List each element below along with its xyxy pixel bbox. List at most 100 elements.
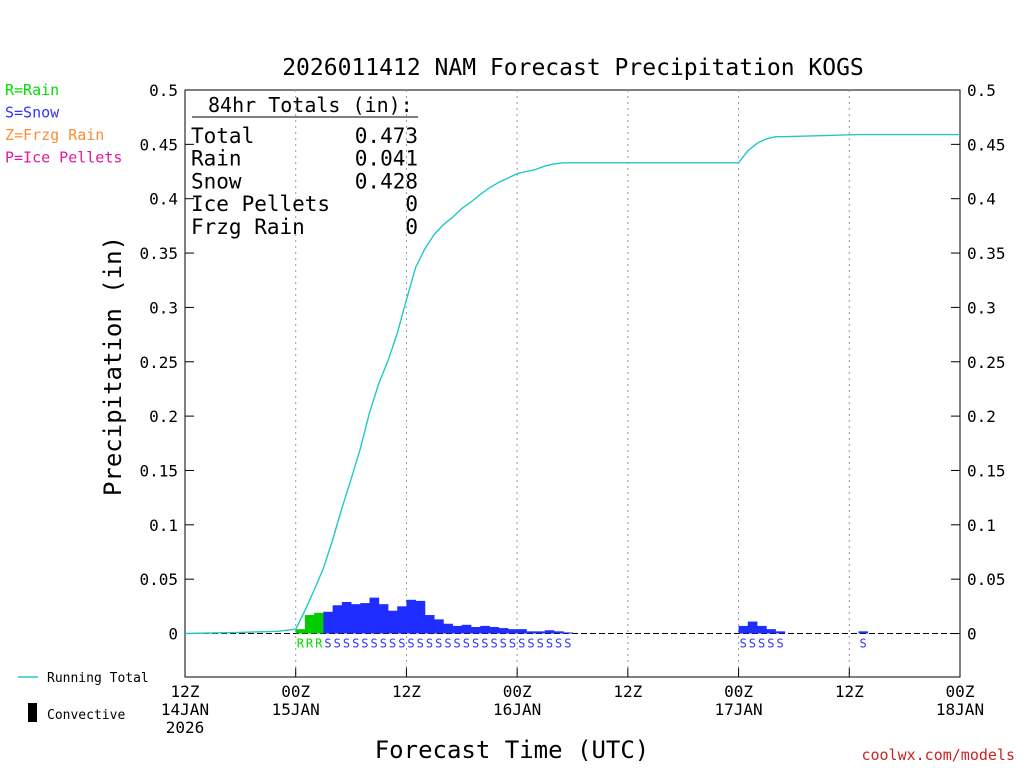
- bar-hour-38: [535, 631, 546, 634]
- bottom-legend: Running Total Convective: [18, 671, 149, 723]
- totals-label: Rain: [191, 147, 242, 171]
- bar-hour-63: [766, 629, 776, 634]
- y-axis-ticks: 0 00.05 0.050.1 0.10.15 0.150.2 0.20.25 0.250.…: [139, 81, 1005, 644]
- bar-hour-35: [507, 629, 518, 634]
- y-tick-label-right: 0: [967, 625, 977, 644]
- convective-legend-label: Convective: [47, 708, 125, 723]
- bar-hour-21: [378, 604, 389, 634]
- type-letter-hour-21: S: [380, 637, 387, 651]
- x-tick-label: 15JAN: [272, 700, 320, 719]
- y-tick-label-right: 0.5: [967, 81, 996, 100]
- type-letter-hour-12: R: [297, 637, 305, 651]
- type-letter-hour-16: S: [334, 637, 341, 651]
- y-tick-label-left: 0.4: [149, 190, 178, 209]
- bar-hour-24: [406, 599, 417, 634]
- totals-label: Ice Pellets: [191, 192, 330, 216]
- x-tick-label: 14JAN: [161, 700, 209, 719]
- type-letter-hour-24: S: [407, 637, 414, 651]
- type-letter-hour-13: R: [306, 637, 314, 651]
- type-letter-hour-40: S: [555, 637, 562, 651]
- y-tick-label-left: 0.15: [139, 461, 178, 480]
- x-tick-label: 00Z: [503, 682, 532, 701]
- totals-value: 0: [405, 215, 418, 239]
- totals-label: Snow: [191, 169, 242, 193]
- type-letter-hour-14: R: [315, 637, 323, 651]
- x-axis-title: Forecast Time (UTC): [375, 736, 650, 764]
- legend-entry-z: Z=Frzg Rain: [5, 126, 104, 144]
- y-tick-label-left: 0.5: [149, 81, 178, 100]
- type-letter-hour-30: S: [463, 637, 470, 651]
- type-letter-hour-63: S: [767, 637, 774, 651]
- x-tick-label: 2026: [166, 718, 205, 737]
- x-tick-label: 17JAN: [714, 700, 762, 719]
- totals-header: 84hr Totals (in):: [208, 93, 413, 117]
- y-tick-label-right: 0.1: [967, 516, 996, 535]
- type-letter-hour-25: S: [417, 637, 424, 651]
- hourly-precip-bars: [295, 597, 869, 634]
- type-letter-hour-34: S: [500, 637, 507, 651]
- bar-hour-37: [526, 631, 536, 634]
- bar-hour-28: [443, 623, 453, 634]
- bar-hour-36: [517, 629, 527, 634]
- bar-hour-29: [452, 625, 463, 634]
- totals-label: Frzg Rain: [191, 215, 305, 239]
- type-letter-hour-61: S: [749, 637, 756, 651]
- bar-hour-20: [369, 597, 380, 634]
- type-letter-hour-41: S: [564, 637, 571, 651]
- y-tick-label-right: 0.2: [967, 407, 996, 426]
- precip-type-legend: R=Rain S=Snow Z=Frzg Rain P=Ice Pellets: [5, 81, 122, 167]
- bar-hour-33: [489, 626, 500, 634]
- bar-hour-23: [397, 606, 407, 634]
- credit-text: coolwx.com/models: [861, 746, 1015, 764]
- bar-hour-41: [563, 632, 573, 634]
- bar-hour-34: [498, 628, 509, 634]
- bar-hour-22: [387, 610, 398, 634]
- type-letter-hour-38: S: [537, 637, 544, 651]
- bar-hour-39: [544, 630, 555, 634]
- type-letter-hour-73: S: [860, 637, 867, 651]
- y-tick-label-right: 0.4: [967, 190, 996, 209]
- bar-hour-15: [323, 611, 334, 634]
- type-letter-hour-62: S: [758, 637, 765, 651]
- bar-hour-18: [351, 604, 361, 634]
- type-letter-hour-18: S: [352, 637, 359, 651]
- x-tick-label: 12Z: [171, 682, 200, 701]
- totals-value: 0: [405, 192, 418, 216]
- bar-hour-14: [314, 612, 324, 634]
- type-letter-hour-27: S: [435, 637, 442, 651]
- type-letter-hour-64: S: [776, 637, 783, 651]
- type-letter-hour-17: S: [343, 637, 350, 651]
- bar-hour-25: [415, 600, 426, 634]
- bar-hour-32: [480, 625, 490, 634]
- type-letter-hour-39: S: [546, 637, 553, 651]
- gridlines: [295, 90, 850, 677]
- chart-title: 2026011412 NAM Forecast Precipitation KO…: [282, 55, 864, 81]
- bar-hour-13: [304, 615, 315, 634]
- type-letter-hour-33: S: [490, 637, 497, 651]
- totals-value: 0.473: [355, 124, 418, 148]
- type-letter-hour-15: S: [324, 637, 331, 651]
- bar-hour-27: [434, 619, 444, 634]
- y-tick-label-left: 0.1: [149, 516, 178, 535]
- x-tick-label: 12Z: [392, 682, 421, 701]
- y-tick-label-left: 0.45: [139, 135, 178, 154]
- type-letter-hour-35: S: [509, 637, 516, 651]
- type-letter-hour-22: S: [389, 637, 396, 651]
- y-tick-label-right: 0.05: [967, 570, 1006, 589]
- legend-entry-s: S=Snow: [5, 104, 60, 122]
- type-letter-hour-31: S: [472, 637, 479, 651]
- totals-label: Total: [191, 124, 254, 148]
- x-tick-label: 12Z: [835, 682, 864, 701]
- totals-value: 0.041: [355, 147, 418, 171]
- x-tick-label: 16JAN: [493, 700, 541, 719]
- y-tick-label-left: 0.2: [149, 407, 178, 426]
- bar-hour-31: [471, 626, 481, 634]
- y-tick-label-left: 0.05: [139, 570, 178, 589]
- y-tick-label-right: 0.45: [967, 135, 1006, 154]
- plot-area: [184, 89, 961, 678]
- type-letter-hour-19: S: [361, 637, 368, 651]
- bar-hour-30: [461, 624, 472, 634]
